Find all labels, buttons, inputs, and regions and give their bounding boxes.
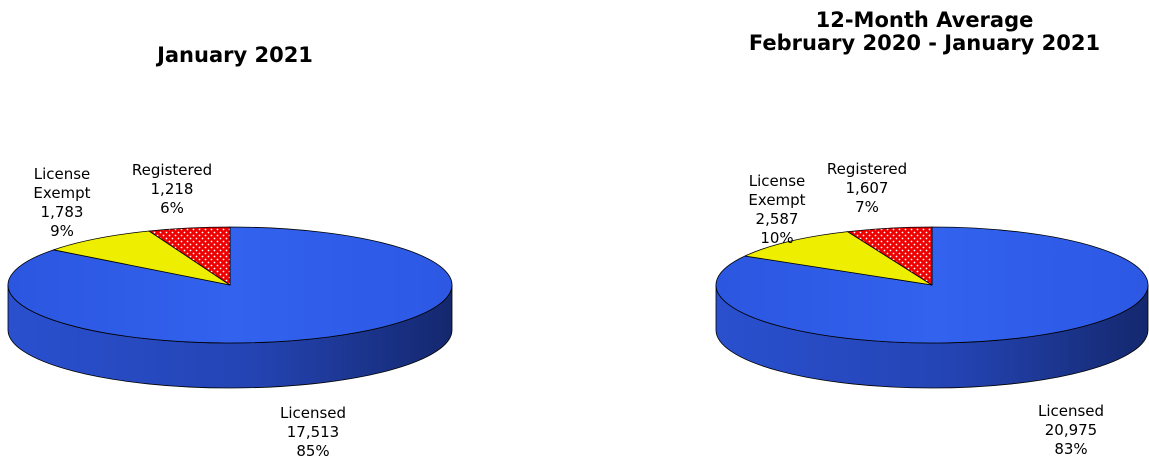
pie-chart (715, 226, 1149, 389)
pie-slice-registered (847, 226, 933, 286)
slice-name-line: Licensed (279, 404, 347, 422)
slice-name-line: License (33, 165, 91, 183)
slice-label-licensed: Licensed 20,975 83% (1038, 402, 1104, 459)
slice-name-line: Licensed (1037, 402, 1105, 420)
slice-percent: 6% (160, 199, 184, 217)
chart-title-text: January 2021 (157, 43, 313, 67)
slice-value: 2,587 (755, 210, 799, 228)
slice-label-licensed: Licensed 17,513 85% (280, 404, 346, 461)
slice-percent: 83% (1054, 440, 1088, 458)
slice-value: 1,607 (845, 179, 889, 197)
slice-percent: 9% (50, 222, 74, 240)
slice-percent: 7% (855, 198, 879, 216)
slice-value: 1,218 (150, 180, 194, 198)
chart-title-line: February 2020 - January 2021 (748, 31, 1101, 55)
chart-title: January 2021 (0, 44, 470, 67)
slice-name-line: Exempt (33, 184, 91, 202)
slice-name-line: Registered (131, 161, 213, 179)
slice-name-line: Exempt (748, 191, 806, 209)
slice-percent: 10% (760, 229, 794, 247)
chart-title: 12-Month Average February 2020 - January… (700, 9, 1149, 55)
slice-label-license-exempt: License Exempt 1,783 9% (33, 165, 90, 241)
slice-label-registered: Registered 1,607 7% (827, 160, 907, 217)
slice-label-license-exempt: License Exempt 2,587 10% (748, 172, 805, 248)
slice-percent: 85% (296, 442, 330, 460)
slice-name-line: Registered (826, 160, 908, 178)
pie-slice-license-exempt (53, 230, 231, 286)
pie-slice-license-exempt (744, 231, 933, 286)
pie-slice-registered (148, 226, 231, 286)
chart-january-2021: January 2021 License Exempt 1,783 9% Reg… (0, 0, 470, 469)
chart-title-line: 12-Month Average (815, 8, 1034, 32)
slice-label-registered: Registered 1,218 6% (132, 161, 212, 218)
slice-name-line: License (748, 172, 806, 190)
chart-12-month-average: 12-Month Average February 2020 - January… (700, 0, 1149, 469)
slice-value: 17,513 (286, 423, 340, 441)
pie-chart (7, 226, 453, 389)
slice-value: 20,975 (1044, 421, 1098, 439)
slice-value: 1,783 (40, 203, 84, 221)
